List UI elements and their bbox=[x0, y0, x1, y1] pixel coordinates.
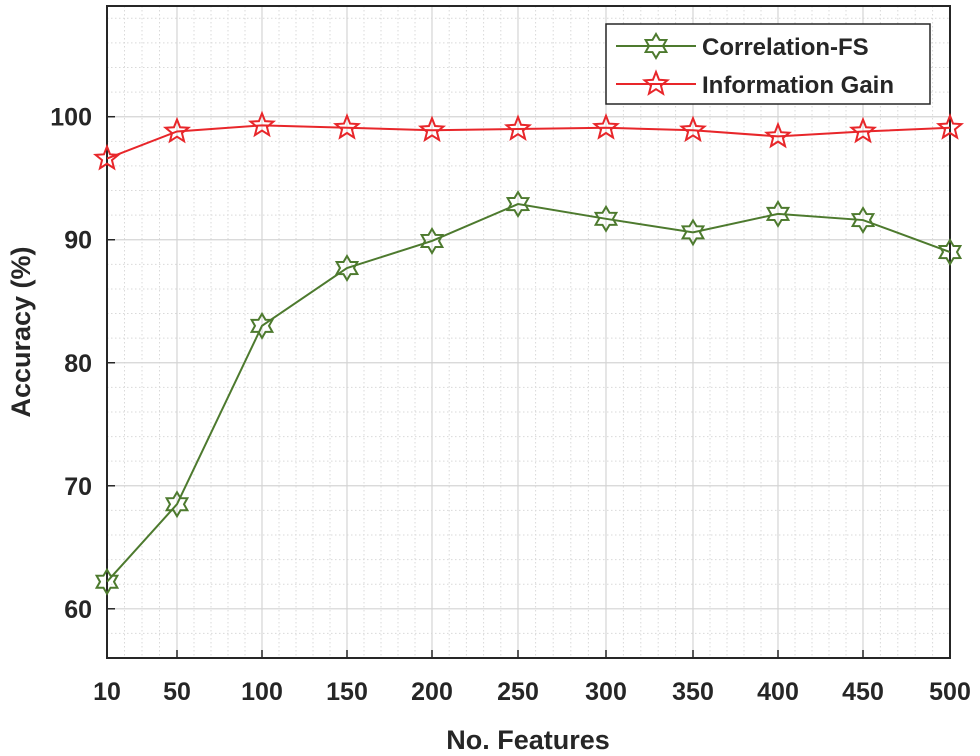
data-point-correlation-fs bbox=[593, 204, 619, 233]
data-point-correlation-fs bbox=[94, 567, 120, 596]
data-point-correlation-fs bbox=[937, 238, 963, 267]
data-point-information-gain bbox=[162, 116, 192, 144]
legend-marker-symbol bbox=[643, 32, 669, 60]
x-tick-label: 150 bbox=[326, 678, 368, 706]
y-axis-ticks: 60 70 80 90 100 bbox=[50, 104, 115, 624]
data-point-correlation-fs bbox=[164, 490, 190, 519]
data-point-correlation-fs bbox=[680, 218, 706, 247]
y-tick-label: 70 bbox=[64, 473, 92, 501]
x-tick-label: 50 bbox=[163, 678, 191, 706]
x-tick-label: 350 bbox=[672, 678, 714, 706]
series-line-information-gain bbox=[106, 124, 951, 160]
series-information-gain bbox=[92, 110, 965, 171]
data-point-information-gain bbox=[247, 110, 277, 138]
series-line-correlation-fs bbox=[106, 203, 951, 583]
x-axis-ticks: 10 50 100 150 200 250 300 350 400 450 500 bbox=[93, 650, 971, 706]
y-tick-label: 100 bbox=[50, 104, 92, 132]
x-tick-label: 300 bbox=[585, 678, 627, 706]
data-point-information-gain bbox=[92, 143, 122, 171]
x-tick-label: 450 bbox=[842, 678, 884, 706]
x-tick-label: 10 bbox=[93, 678, 121, 706]
data-point-information-gain bbox=[503, 114, 533, 141]
plot-frame bbox=[106, 5, 951, 659]
series-correlation-fs bbox=[94, 190, 963, 596]
data-point-information-gain bbox=[417, 115, 447, 143]
data-point-correlation-fs bbox=[850, 206, 876, 235]
legend-label-correlation-fs: Correlation-FS bbox=[702, 34, 869, 61]
legend-marker-symbol bbox=[641, 69, 671, 96]
data-point-correlation-fs bbox=[249, 311, 275, 340]
y-axis-label: Accuracy (%) bbox=[6, 246, 36, 417]
x-tick-label: 200 bbox=[411, 678, 453, 706]
data-point-information-gain bbox=[332, 113, 362, 140]
y-tick-label: 90 bbox=[64, 227, 92, 255]
x-tick-label: 250 bbox=[497, 678, 539, 706]
data-point-correlation-fs bbox=[419, 227, 445, 255]
legend-marker-correlation-fs bbox=[643, 32, 669, 60]
minor-grid bbox=[107, 6, 950, 659]
data-point-information-gain bbox=[763, 121, 793, 149]
data-point-information-gain bbox=[935, 113, 965, 140]
legend-marker-information-gain bbox=[641, 69, 671, 96]
series-layer bbox=[92, 110, 965, 596]
legend-label-information-gain: Information Gain bbox=[702, 72, 894, 99]
x-axis-label: No. Features bbox=[446, 725, 610, 755]
data-point-information-gain bbox=[591, 113, 621, 140]
x-tick-label: 400 bbox=[757, 678, 799, 706]
data-point-information-gain bbox=[678, 115, 708, 143]
y-tick-label: 60 bbox=[64, 596, 92, 624]
legend: Correlation-FS Information Gain bbox=[605, 23, 931, 105]
y-tick-label: 80 bbox=[64, 350, 92, 378]
data-point-information-gain bbox=[848, 116, 878, 144]
data-point-correlation-fs bbox=[334, 254, 360, 282]
data-point-correlation-fs bbox=[505, 190, 531, 219]
data-point-correlation-fs bbox=[765, 199, 791, 228]
x-tick-label: 500 bbox=[929, 678, 971, 706]
x-tick-label: 100 bbox=[241, 678, 283, 706]
